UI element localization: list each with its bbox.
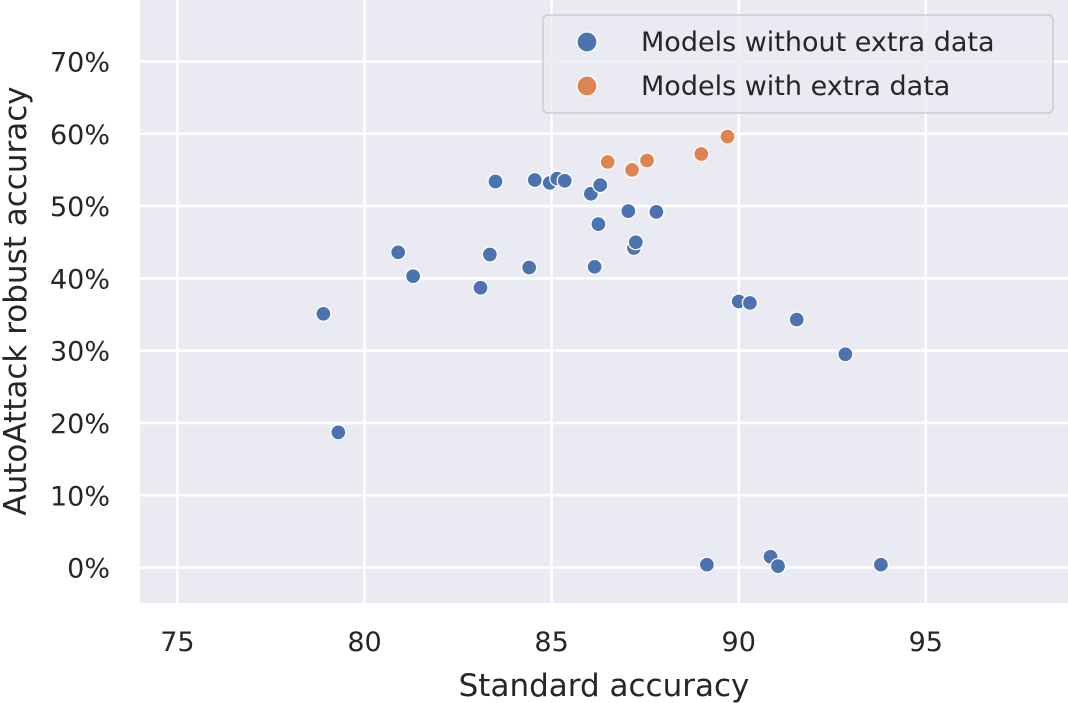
x-tick-label: 80 xyxy=(347,627,381,658)
x-tick-label: 90 xyxy=(722,627,756,658)
data-point xyxy=(390,244,407,261)
x-tick-label: 75 xyxy=(160,627,194,658)
data-point xyxy=(526,171,543,189)
data-point xyxy=(627,234,644,251)
series-0 xyxy=(315,170,890,575)
y-tick-label: 10% xyxy=(50,481,110,512)
legend-marker-with-extra-data xyxy=(576,75,598,97)
legend: Models without extra data Models with ex… xyxy=(542,14,1054,114)
y-tick-label: 60% xyxy=(50,120,110,151)
data-point xyxy=(592,176,609,194)
legend-box xyxy=(542,14,1054,114)
data-point xyxy=(487,173,504,190)
series-1 xyxy=(599,128,736,179)
data-point xyxy=(698,556,716,573)
data-point xyxy=(481,246,499,263)
data-point xyxy=(693,145,710,163)
data-point xyxy=(590,215,607,233)
data-point xyxy=(330,424,347,441)
x-tick-label: 95 xyxy=(909,627,943,658)
y-tick-label: 70% xyxy=(50,47,110,78)
data-points xyxy=(315,128,890,575)
data-point xyxy=(556,172,573,189)
data-point xyxy=(837,346,854,363)
y-tick-label: 50% xyxy=(50,192,110,223)
x-tick-label: 85 xyxy=(534,627,568,658)
data-point xyxy=(620,202,637,220)
x-axis-label: Standard accuracy xyxy=(459,668,750,703)
y-tick-label: 20% xyxy=(50,409,110,440)
data-point xyxy=(719,128,736,145)
data-point xyxy=(623,161,641,179)
y-tick-label: 40% xyxy=(50,264,110,295)
y-tick-label: 0% xyxy=(67,554,110,585)
legend-label-with-extra-data: Models with extra data xyxy=(641,71,950,102)
data-point xyxy=(741,294,759,312)
data-point xyxy=(586,258,603,275)
data-point xyxy=(472,279,489,296)
data-point xyxy=(521,259,538,276)
legend-label-without-extra-data: Models without extra data xyxy=(641,27,995,58)
data-point xyxy=(769,557,787,575)
data-point xyxy=(315,305,332,322)
data-point xyxy=(788,311,805,328)
data-point xyxy=(648,203,665,220)
y-tick-label: 30% xyxy=(50,337,110,368)
y-tick-labels: 0% 10% 20% 30% 40% 50% 60% 70% xyxy=(50,47,110,584)
legend-marker-without-extra-data xyxy=(576,31,598,53)
y-axis-label: AutoAttack robust accuracy xyxy=(0,86,34,515)
x-tick-labels: 75 80 85 90 95 xyxy=(160,627,943,658)
data-point xyxy=(638,152,656,169)
data-point xyxy=(872,556,890,573)
data-point xyxy=(599,153,616,171)
data-point xyxy=(405,268,422,285)
